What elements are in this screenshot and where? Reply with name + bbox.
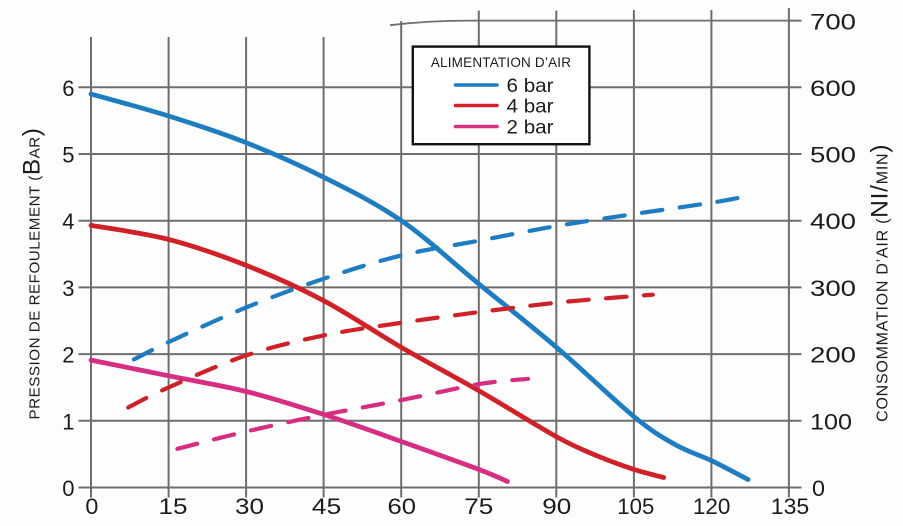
svg-text:4: 4 xyxy=(62,209,74,234)
svg-text:100: 100 xyxy=(810,409,852,434)
svg-text:6: 6 xyxy=(62,76,74,101)
svg-text:30: 30 xyxy=(235,494,264,519)
svg-text:400: 400 xyxy=(810,209,856,234)
svg-text:135: 135 xyxy=(771,494,810,519)
svg-text:60: 60 xyxy=(388,494,417,519)
svg-text:500: 500 xyxy=(810,143,856,168)
svg-text:4 bar: 4 bar xyxy=(507,95,555,117)
svg-text:1: 1 xyxy=(62,409,74,434)
svg-text:0: 0 xyxy=(62,476,74,501)
svg-text:15: 15 xyxy=(159,494,188,519)
svg-text:0: 0 xyxy=(85,494,98,519)
svg-text:ALIMENTATION D’AIR: ALIMENTATION D’AIR xyxy=(431,55,571,70)
svg-text:105: 105 xyxy=(617,494,654,519)
svg-text:300: 300 xyxy=(810,276,856,301)
svg-text:200: 200 xyxy=(810,343,856,368)
svg-text:90: 90 xyxy=(542,494,571,519)
svg-text:45: 45 xyxy=(312,494,342,519)
svg-text:2 bar: 2 bar xyxy=(507,116,555,138)
svg-text:3: 3 xyxy=(62,276,74,301)
svg-text:2: 2 xyxy=(62,343,74,368)
svg-text:5: 5 xyxy=(62,143,74,168)
svg-text:6 bar: 6 bar xyxy=(507,75,555,97)
svg-text:600: 600 xyxy=(810,76,856,101)
svg-text:120: 120 xyxy=(693,494,731,519)
svg-text:700: 700 xyxy=(810,10,856,35)
svg-text:75: 75 xyxy=(464,494,493,519)
svg-text:0: 0 xyxy=(812,476,825,501)
